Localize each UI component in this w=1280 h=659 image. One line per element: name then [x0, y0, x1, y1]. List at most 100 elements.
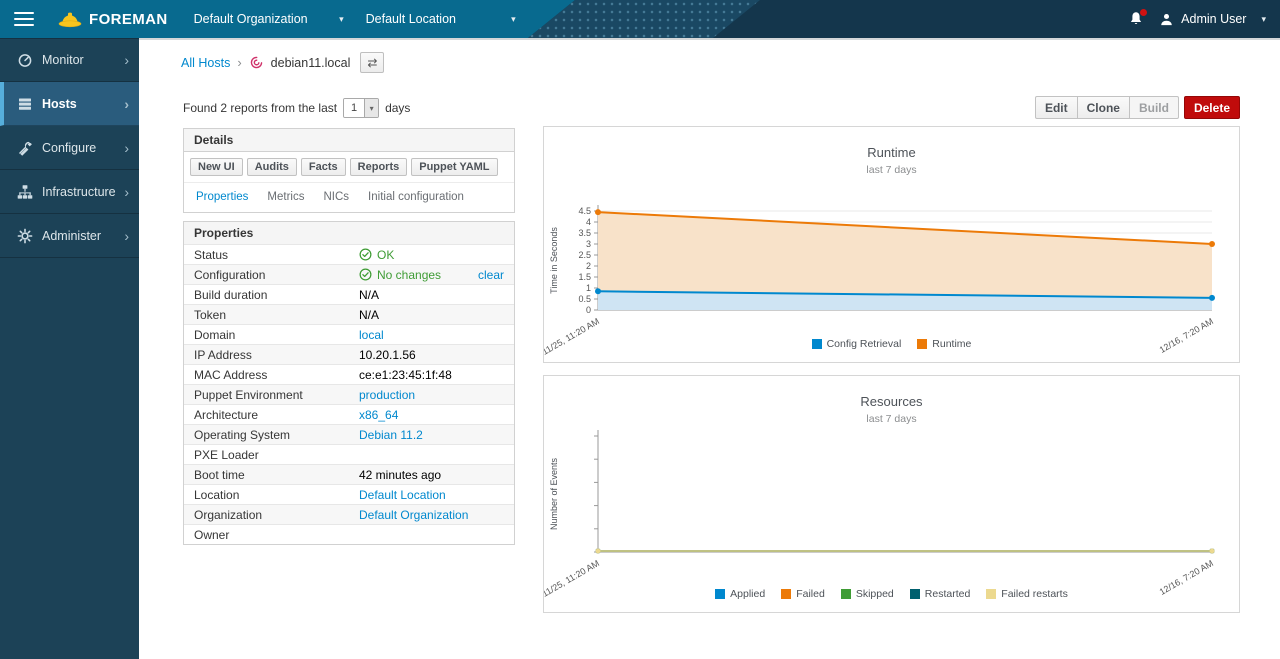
property-label: PXE Loader	[184, 446, 349, 464]
details-button-puppet-yaml[interactable]: Puppet YAML	[411, 158, 497, 176]
resources-chart-svg: 11/25, 11:20 AM12/16, 7:20 AMNumber of E…	[544, 426, 1239, 604]
property-label: Status	[184, 246, 349, 264]
sidebar-item-infrastructure[interactable]: Infrastructure›	[0, 170, 139, 214]
legend-item-config-retrieval[interactable]: Config Retrieval	[812, 338, 902, 350]
notifications-bell-icon[interactable]	[1128, 11, 1144, 27]
legend-item-skipped[interactable]: Skipped	[841, 588, 894, 600]
property-label: IP Address	[184, 346, 349, 364]
property-row-configuration: ConfigurationNo changesclear	[184, 264, 514, 284]
tab-properties[interactable]: Properties	[196, 191, 248, 203]
caret-down-icon: ▾	[339, 14, 344, 25]
property-value: N/A	[349, 305, 514, 324]
legend-item-applied[interactable]: Applied	[715, 588, 765, 600]
notification-badge	[1140, 9, 1147, 16]
main-content: All Hosts › debian11.local ⇄ Found 2 rep…	[139, 38, 1280, 659]
tab-initial-configuration[interactable]: Initial configuration	[368, 191, 464, 203]
svg-text:2.5: 2.5	[578, 250, 591, 260]
chart-subtitle: last 7 days	[544, 413, 1239, 425]
top-navbar: FOREMAN Default Organization ▾ Default L…	[0, 0, 1280, 38]
property-text: N/A	[359, 288, 379, 302]
property-link[interactable]: local	[359, 328, 384, 342]
legend-swatch	[910, 589, 920, 599]
status-text: OK	[377, 248, 394, 262]
property-row-status: Status OK	[184, 244, 514, 264]
sidebar: Monitor›Hosts›Configure›Infrastructure›A…	[0, 38, 139, 659]
property-link[interactable]: Default Location	[359, 488, 446, 502]
chart-subtitle: last 7 days	[544, 164, 1239, 176]
tab-nics[interactable]: NICs	[323, 191, 349, 203]
details-button-reports[interactable]: Reports	[350, 158, 408, 176]
location-dropdown[interactable]: Default Location ▾	[366, 12, 516, 26]
organization-dropdown[interactable]: Default Organization ▾	[194, 12, 344, 26]
property-link[interactable]: x86_64	[359, 408, 398, 422]
property-link[interactable]: production	[359, 388, 415, 402]
sidebar-item-hosts[interactable]: Hosts›	[0, 82, 139, 126]
details-button-facts[interactable]: Facts	[301, 158, 346, 176]
svg-text:4.5: 4.5	[578, 206, 591, 216]
organization-label: Default Organization	[194, 12, 308, 26]
properties-table: StatusOKConfigurationNo changesclearBuil…	[184, 244, 514, 544]
svg-text:4: 4	[586, 217, 591, 227]
property-row-architecture: Architecturex86_64	[184, 404, 514, 424]
property-label: Token	[184, 306, 349, 324]
resources-chart-legend: Applied Failed Skipped Restarted Failed rest…	[544, 588, 1239, 600]
details-button-audits[interactable]: Audits	[247, 158, 297, 176]
legend-item-runtime[interactable]: Runtime	[917, 338, 971, 350]
property-row-domain: Domainlocal	[184, 324, 514, 344]
property-value: ce:e1:23:45:1f:48	[349, 365, 514, 384]
reports-days-select[interactable]: 1 ▾	[343, 98, 379, 118]
status-text: No changes	[377, 268, 441, 282]
hamburger-menu-icon[interactable]	[14, 12, 34, 27]
sidebar-item-monitor[interactable]: Monitor›	[0, 38, 139, 82]
delete-button[interactable]: Delete	[1184, 96, 1240, 119]
legend-item-restarted[interactable]: Restarted	[910, 588, 971, 600]
sidebar-item-administer[interactable]: Administer›	[0, 214, 139, 258]
gear-icon	[17, 228, 33, 244]
breadcrumb-all-hosts-link[interactable]: All Hosts	[181, 56, 230, 70]
property-label: Owner	[184, 526, 349, 544]
legend-item-failed[interactable]: Failed	[781, 588, 825, 600]
charts-column: Runtime last 7 days 00.511.522.533.544.5…	[543, 126, 1240, 625]
tab-metrics[interactable]: Metrics	[267, 191, 304, 203]
details-buttons: New UIAuditsFactsReportsPuppet YAML	[184, 152, 514, 183]
brand-name: FOREMAN	[89, 11, 168, 28]
legend-item-failed-restarts[interactable]: Failed restarts	[986, 588, 1068, 600]
svg-text:11/25, 11:20 AM: 11/25, 11:20 AM	[544, 316, 601, 357]
property-row-pxe-loader: PXE Loader	[184, 444, 514, 464]
reports-text-before: Found 2 reports from the last	[183, 101, 337, 115]
legend-label: Config Retrieval	[827, 338, 902, 350]
property-value: OK	[349, 245, 514, 264]
user-menu[interactable]: Admin User ▾	[1159, 12, 1266, 27]
breadcrumb: All Hosts › debian11.local ⇄	[181, 52, 384, 73]
property-text: 10.20.1.56	[359, 348, 416, 362]
clone-button[interactable]: Clone	[1077, 96, 1130, 119]
properties-panel-title: Properties	[184, 222, 514, 244]
sidebar-item-label: Administer	[42, 229, 101, 243]
property-link[interactable]: Debian 11.2	[359, 428, 423, 442]
foreman-brand[interactable]: FOREMAN	[58, 11, 168, 28]
details-button-new-ui[interactable]: New UI	[190, 158, 243, 176]
property-value: x86_64	[349, 405, 514, 424]
legend-swatch	[917, 339, 927, 349]
sidebar-item-label: Hosts	[42, 97, 77, 111]
property-label: Boot time	[184, 466, 349, 484]
foreman-hardhat-logo-icon	[58, 11, 82, 28]
property-label: MAC Address	[184, 366, 349, 384]
sidebar-item-configure[interactable]: Configure›	[0, 126, 139, 170]
host-switcher-button[interactable]: ⇄	[360, 52, 384, 73]
property-text: ce:e1:23:45:1f:48	[359, 368, 452, 382]
clear-link[interactable]: clear	[478, 268, 504, 282]
wrench-icon	[17, 140, 33, 156]
svg-text:2: 2	[586, 261, 591, 271]
check-circle-icon	[359, 268, 372, 281]
svg-text:1: 1	[586, 283, 591, 293]
legend-label: Skipped	[856, 588, 894, 600]
property-row-puppet-environment: Puppet Environmentproduction	[184, 384, 514, 404]
svg-text:0.5: 0.5	[578, 294, 591, 304]
property-row-build-duration: Build durationN/A	[184, 284, 514, 304]
property-row-owner: Owner	[184, 524, 514, 544]
edit-button[interactable]: Edit	[1035, 96, 1078, 119]
property-link[interactable]: Default Organization	[359, 508, 468, 522]
legend-swatch	[812, 339, 822, 349]
property-value: production	[349, 385, 514, 404]
